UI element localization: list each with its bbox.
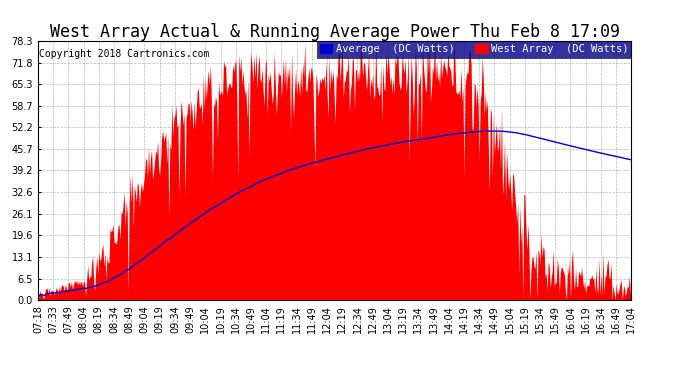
Text: Copyright 2018 Cartronics.com: Copyright 2018 Cartronics.com xyxy=(39,49,210,59)
Legend: Average  (DC Watts), West Array  (DC Watts): Average (DC Watts), West Array (DC Watts… xyxy=(317,41,631,57)
Title: West Array Actual & Running Average Power Thu Feb 8 17:09: West Array Actual & Running Average Powe… xyxy=(50,23,620,41)
